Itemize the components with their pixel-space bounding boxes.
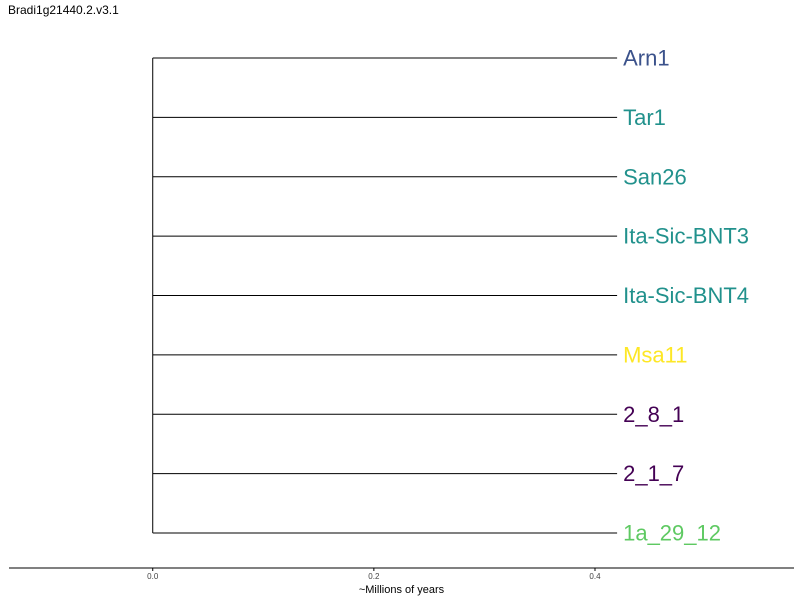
x-axis-label: ~Millions of years [359,584,445,596]
leaf-labels: Arn1 Tar1 San26 Ita-Sic-BNT3 Ita-Sic-BNT4 Msa… [623,46,749,546]
leaf-label: Tar1 [623,105,666,130]
tree-branches [152,57,618,534]
x-axis-ticks: 0.0 0.2 0.4 [147,568,601,581]
x-tick-label: 0.2 [368,572,380,581]
leaf-label: Ita-Sic-BNT3 [623,224,749,249]
leaf-label: 1a_29_12 [623,521,721,546]
leaf-label: San26 [623,164,687,189]
leaf-label: Msa11 [623,342,687,367]
x-tick-label: 0.4 [589,572,601,581]
leaf-label: 2_8_1 [623,402,684,427]
leaf-label: 2_1_7 [623,461,684,486]
tree-title: Bradi1g21440.2.v3.1 [8,3,119,17]
x-tick-label: 0.0 [147,572,159,581]
x-axis: 0.0 0.2 0.4 ~Millions of years [9,567,794,596]
leaf-label: Arn1 [623,46,669,71]
leaf-label: Ita-Sic-BNT4 [623,283,749,308]
